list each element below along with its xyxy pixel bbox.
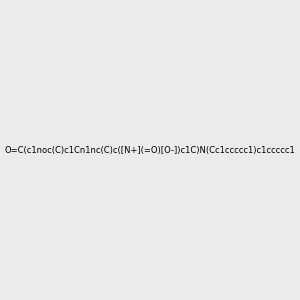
Text: O=C(c1noc(C)c1Cn1nc(C)c([N+](=O)[O-])c1C)N(Cc1ccccc1)c1ccccc1: O=C(c1noc(C)c1Cn1nc(C)c([N+](=O)[O-])c1C… [4, 146, 296, 154]
